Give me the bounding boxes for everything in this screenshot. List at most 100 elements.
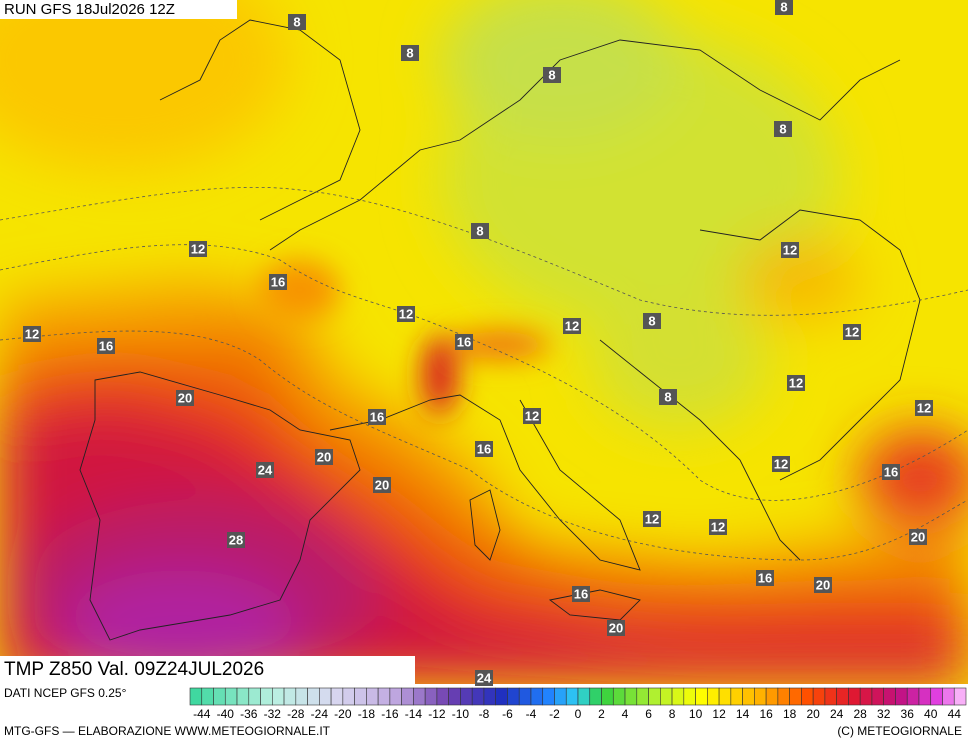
- colorbar-swatch: [213, 687, 226, 706]
- contour-label: 16: [477, 441, 491, 456]
- colorbar-swatch: [542, 687, 555, 706]
- contour-label: 16: [457, 334, 471, 349]
- contour-label-box: [176, 390, 194, 406]
- colorbar-swatch: [577, 687, 591, 706]
- colorbar-swatch: [612, 687, 626, 706]
- colorbar-label: -24: [311, 707, 329, 721]
- colorbar-swatch: [201, 687, 214, 706]
- contour-label-box: [269, 274, 287, 290]
- colorbar-label: 12: [712, 707, 726, 721]
- contour-label: 16: [370, 409, 384, 424]
- colorbar-label: -36: [240, 707, 258, 721]
- data-source: DATI NCEP GFS 0.25°: [4, 686, 127, 700]
- colorbar-label: -28: [287, 707, 305, 721]
- contour-label-box: [915, 400, 933, 416]
- colorbar-swatch: [389, 687, 402, 706]
- contour-label-box: [97, 338, 115, 354]
- contour-label: 8: [548, 67, 555, 82]
- contour-label-box: [227, 532, 245, 548]
- colorbar-swatch: [272, 687, 285, 706]
- colorbar-swatch: [495, 687, 508, 706]
- colorbar-swatch: [906, 687, 920, 706]
- colorbar-label: -2: [549, 707, 560, 721]
- colorbar-label: 6: [645, 707, 652, 721]
- contour-label: 16: [574, 586, 588, 601]
- colorbar-swatch: [848, 687, 861, 706]
- colorbar-label: 20: [806, 707, 820, 721]
- colorbar-swatch: [895, 687, 908, 706]
- colorbar-label: -18: [358, 707, 376, 721]
- contour-label-box: [572, 586, 590, 602]
- colorbar-label: 0: [575, 707, 582, 721]
- contour-label-box: [397, 306, 415, 322]
- colorbar-label: 40: [924, 707, 938, 721]
- colorbar-swatch: [695, 687, 708, 706]
- colorbar-label: 24: [830, 707, 844, 721]
- contour-label-box: [189, 241, 207, 257]
- contour-label-box: [756, 570, 774, 586]
- colorbar-label: 18: [783, 707, 797, 721]
- contour-label: 28: [229, 532, 243, 547]
- contour-label-box: [543, 67, 561, 83]
- contour-label: 12: [645, 511, 659, 526]
- contour-label-box: [843, 324, 861, 340]
- colorbar-label: -16: [381, 707, 399, 721]
- contour-label: 12: [525, 408, 539, 423]
- contour-label-box: [401, 45, 419, 61]
- contour-label: 20: [317, 449, 331, 464]
- colorbar-label: 32: [877, 707, 891, 721]
- colorbar-swatch: [248, 687, 261, 706]
- colorbar-swatch: [483, 687, 496, 706]
- run-info: RUN GFS 18Jul2026 12Z: [4, 1, 175, 18]
- contour-label-box: [288, 14, 306, 30]
- colorbar-swatch: [730, 687, 743, 706]
- contour-label-box: [774, 121, 792, 137]
- header-box: [0, 0, 237, 19]
- colorbar-swatch: [942, 687, 955, 706]
- contour-label: 8: [779, 121, 786, 136]
- contour-label: 24: [258, 462, 273, 477]
- colorbar-swatch: [518, 687, 532, 706]
- contour-label-box: [475, 670, 493, 686]
- colorbar-swatch: [236, 687, 250, 706]
- colorbar-swatch: [648, 687, 661, 706]
- colorbar-swatch: [530, 687, 544, 706]
- colorbar-swatch: [824, 687, 837, 706]
- colorbar-swatch: [448, 687, 461, 706]
- colorbar-swatch: [460, 687, 473, 706]
- contour-label: 16: [271, 274, 285, 289]
- colorbar-swatch: [683, 687, 696, 706]
- contour-label: 20: [609, 620, 623, 635]
- contour-label: 16: [884, 464, 898, 479]
- contour-label: 12: [565, 318, 579, 333]
- colorbar-swatch: [283, 687, 297, 706]
- colorbar-swatch: [354, 687, 367, 706]
- colorbar-swatch: [436, 687, 449, 706]
- contour-label-box: [709, 519, 727, 535]
- contour-label-box: [23, 326, 41, 342]
- colorbar-swatch: [718, 687, 732, 706]
- colorbar-label: 14: [736, 707, 750, 721]
- contour-label: 16: [758, 570, 772, 585]
- colorbar-swatch: [295, 687, 308, 706]
- temperature-field: [0, 0, 968, 684]
- colorbar-label: 2: [598, 707, 605, 721]
- colorbar-label: -20: [334, 707, 352, 721]
- colorbar-swatch: [507, 687, 520, 706]
- colorbar-swatch: [789, 687, 802, 706]
- colorbar-swatch: [424, 687, 438, 706]
- contour-label: 24: [477, 670, 492, 685]
- contour-label-box: [256, 462, 274, 478]
- contour-label-box: [643, 511, 661, 527]
- colorbar-swatch: [589, 687, 602, 706]
- colorbar-swatch: [918, 687, 932, 706]
- colorbar-swatch: [307, 687, 320, 706]
- colorbar-swatch: [859, 687, 873, 706]
- contour-label-box: [775, 0, 793, 15]
- colorbar-swatch: [342, 687, 355, 706]
- colorbar-label: 4: [622, 707, 629, 721]
- contour-label-box: [373, 477, 391, 493]
- colorbar-label: 10: [689, 707, 703, 721]
- coastlines: [79, 19, 921, 641]
- colorbar-swatch: [636, 687, 649, 706]
